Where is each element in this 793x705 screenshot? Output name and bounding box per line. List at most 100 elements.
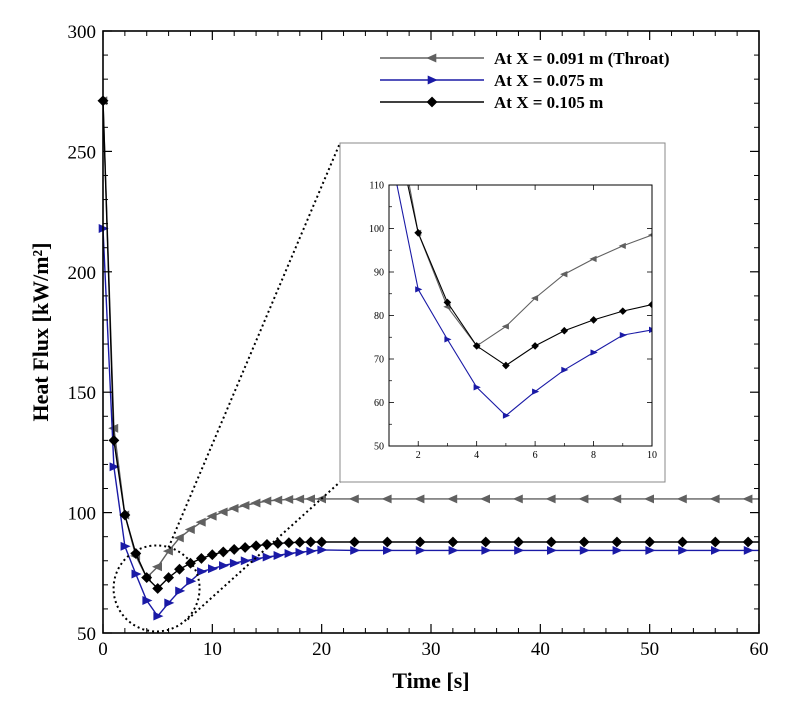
data-point [250,540,262,552]
data-point [294,494,305,504]
data-point [219,561,230,571]
inset-ticks: 2 4 6 8 10 50 60 70 80 90 100 110 [369,181,657,462]
inset-series-line [408,185,652,347]
inset-series-line [396,185,652,417]
data-point [229,558,240,568]
data-point [481,545,492,555]
data-point [186,576,197,586]
data-point [480,536,492,548]
x-axis-title: Time [s] [392,668,469,693]
inset-data-point [502,361,510,370]
inset-data-point [648,326,652,334]
data-point [545,536,557,548]
inset-data-point [415,286,423,293]
y-tick-label: 100 [68,504,97,525]
legend-label: At X = 0.075 m [494,71,603,90]
data-point [152,583,164,594]
legend-item: At X = 0.091 m (Throat) [380,49,670,68]
inset-data-point [444,336,452,343]
data-point [228,503,239,513]
y-tick-label: 150 [68,383,97,404]
data-point [709,494,720,504]
data-point [272,537,284,549]
data-point [579,545,590,555]
inset-data-point [443,298,452,307]
data-point [273,551,284,560]
data-point [294,536,306,548]
inset-data-point [619,331,627,339]
data-point [184,525,195,534]
series-3 [97,95,759,594]
data-point [283,537,295,549]
data-point [185,557,196,569]
data-point [108,434,120,446]
data-point [153,611,164,621]
inset-data-point [561,366,569,374]
data-point [382,545,394,555]
inset-data-point [589,255,597,263]
data-point [676,494,687,504]
legend-label: At X = 0.091 m (Throat) [494,49,670,68]
inset-data-point [531,342,539,350]
data-point [142,596,153,605]
legend: At X = 0.091 m (Throat) At X = 0.075 m At … [380,49,670,112]
data-point [447,536,459,548]
data-point [217,546,229,558]
inset-data-point [532,388,540,395]
data-point [284,549,295,558]
inset-data-point [473,384,481,391]
data-point [742,494,753,504]
data-point [164,598,175,608]
data-point [414,536,426,548]
data-point [479,494,491,504]
data-point [546,545,558,555]
data-point [272,495,283,505]
data-point [162,546,173,556]
data-point [119,509,131,521]
x-tick-label: 10 [203,639,222,660]
zoom-region-ellipse [112,544,201,633]
y-tick-label: 200 [68,263,97,284]
inset-panel [339,142,666,483]
data-point [645,545,656,555]
data-point [611,536,623,548]
data-point [414,494,425,504]
inset-series-group [396,185,652,419]
data-point [206,511,217,521]
y-tick-label: 250 [68,142,97,163]
data-point [709,536,721,548]
data-point [448,545,459,555]
inset-y-tick-label: 80 [374,311,384,322]
inset-data-point [589,316,598,324]
data-point [381,536,393,548]
inset-data-point [501,323,509,330]
legend-label: At X = 0.105 m [494,93,603,112]
inset-plot-frame [388,184,653,447]
x-tick-label: 40 [531,639,550,660]
data-point [350,545,361,555]
data-point [678,545,689,555]
data-point [677,536,688,548]
data-point [295,547,306,557]
data-point [545,494,556,504]
data-point [578,494,589,504]
inset-x-tick-label: 4 [474,450,479,461]
data-point [315,494,327,504]
data-point [447,494,458,504]
data-point [710,545,722,555]
data-point [217,507,228,517]
data-point [240,556,251,566]
inset-data-point [618,242,626,250]
inset-data-point [618,307,627,315]
data-point [514,545,525,555]
zoom-connector-line-bottom [186,481,341,621]
data-point [130,548,142,559]
inset-series-3 [407,185,652,370]
inset-data-point [472,342,481,350]
data-point [195,552,207,564]
inset-y-tick-label: 60 [374,398,384,409]
data-point [174,563,185,575]
data-point [283,494,294,504]
